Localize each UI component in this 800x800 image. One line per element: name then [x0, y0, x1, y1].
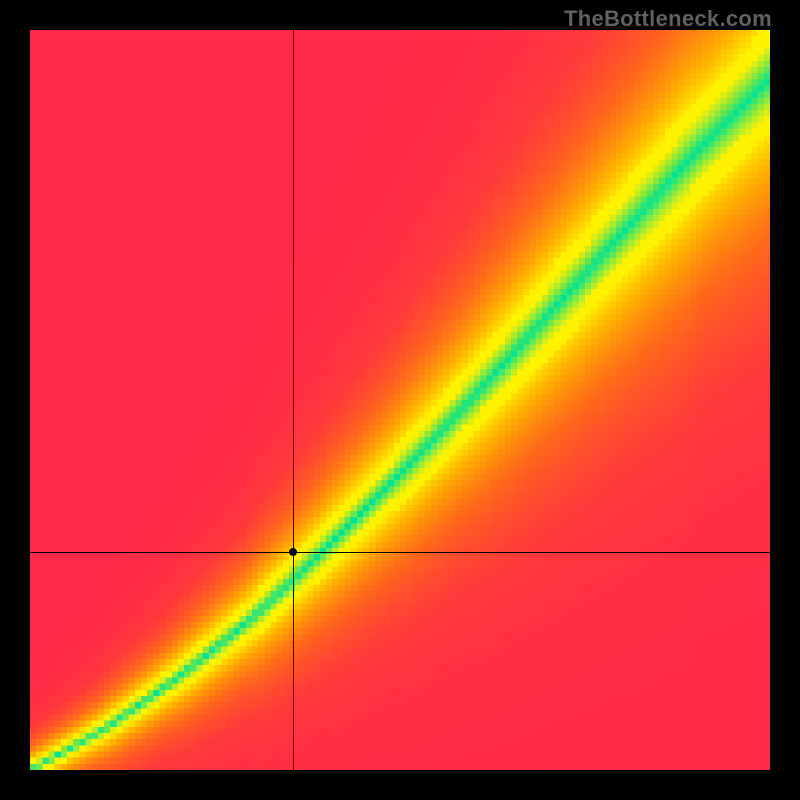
crosshair-horizontal [30, 552, 770, 553]
heatmap-canvas [30, 30, 770, 770]
heatmap-plot [30, 30, 770, 770]
crosshair-vertical [293, 30, 294, 770]
page-root: TheBottleneck.com [0, 0, 800, 800]
watermark-text: TheBottleneck.com [564, 6, 772, 32]
crosshair-dot [289, 548, 297, 556]
